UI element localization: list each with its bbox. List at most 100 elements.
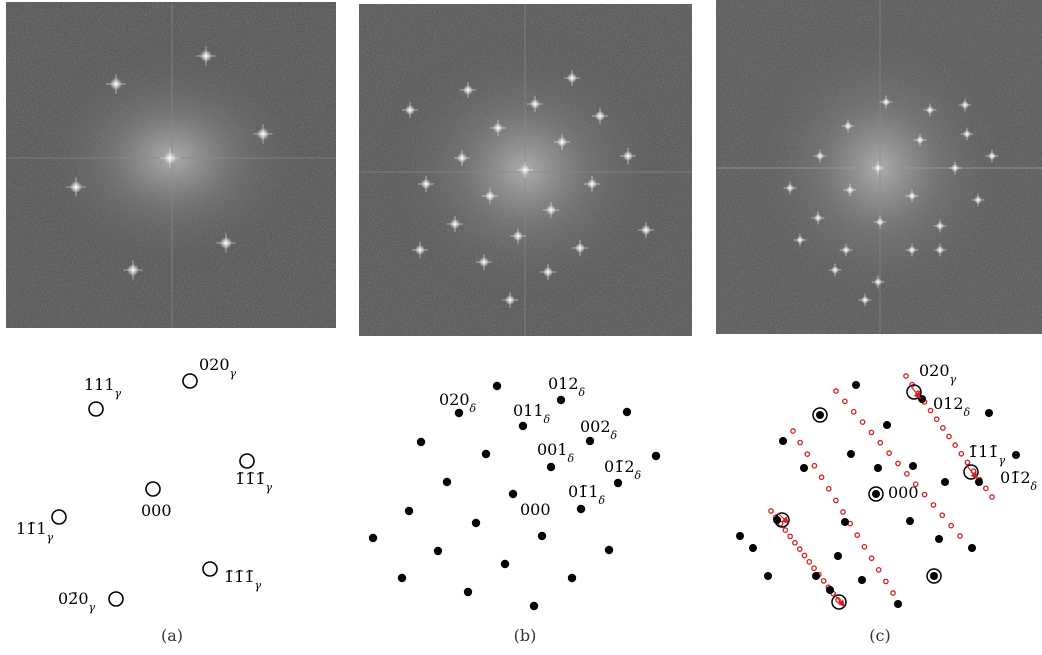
red-marker-c-6 [940, 425, 946, 431]
lattice-dot-b-6 [651, 451, 661, 461]
red-marker-c-41 [868, 555, 875, 562]
lattice-dot-b-7 [416, 437, 426, 447]
lattice-dot-c-6 [909, 462, 917, 470]
lattice-dot-c-27 [874, 464, 882, 472]
red-marker-c-4 [927, 407, 934, 414]
spot-a-020 [182, 373, 198, 389]
label-c-020: 020γ [919, 361, 957, 386]
lattice-dot-c-25 [894, 600, 902, 608]
lattice-dot-b-23 [463, 587, 473, 597]
fft-spots-a [66, 46, 273, 280]
red-marker-c-50 [792, 539, 798, 546]
red-marker-c-18 [859, 419, 866, 425]
fft-spots-c [783, 95, 999, 307]
lattice-dot-b-14 [404, 506, 414, 516]
red-marker-c-29 [957, 533, 963, 539]
red-marker-c-31 [797, 439, 803, 446]
red-marker-c-24 [912, 481, 919, 488]
red-marker-c-17 [850, 408, 857, 415]
red-marker-c-43 [883, 578, 889, 585]
red-marker-c-39 [854, 532, 861, 538]
lattice-dot-c-4 [779, 437, 787, 445]
lattice-dot-b-13 [576, 504, 586, 514]
lattice-dot-c-22 [764, 572, 772, 580]
lattice-dot-c-23 [858, 576, 866, 584]
lattice-dot-c-7 [985, 409, 993, 417]
lattice-dot-b-21 [567, 573, 577, 583]
red-marker-c-22 [895, 460, 901, 467]
lattice-dot-b-22 [397, 573, 407, 583]
red-marker-c-19 [868, 429, 875, 436]
red-marker-c-56 [820, 578, 827, 584]
label-b-020: 020δ [439, 390, 477, 415]
red-marker-c-44 [890, 590, 896, 596]
spot-a-111 [88, 401, 104, 417]
red-marker-c-28 [948, 522, 954, 529]
red-marker-c-37 [840, 509, 846, 515]
labels-a: 111γ 020γ 1̄1̄1̄γ 000 11̄1γ 1̄1̄1̄γ 02̄0… [16, 355, 273, 614]
red-marker-c-34 [818, 474, 825, 481]
lattice-dot-c-9 [800, 464, 808, 472]
label-c-000: 000 [888, 483, 919, 502]
spot-a-000 [145, 481, 161, 497]
red-marker-c-27 [939, 512, 946, 519]
label-b-0m11: 01̄1δ [568, 482, 606, 507]
red-marker-c-7 [946, 433, 952, 440]
lattice-dot-b-1 [556, 395, 566, 405]
spot-a-m1m1m1 [202, 561, 218, 577]
red-marker-c-13 [983, 485, 989, 492]
label-a-1m11: 11̄1γ [16, 519, 54, 544]
schematic-c-dots [736, 381, 1020, 608]
red-marker-c-32 [804, 451, 811, 457]
fft-image-a [6, 2, 336, 328]
label-c-m11m1: 1̄11̄γ [968, 442, 1006, 467]
lattice-dot-c-10 [872, 490, 880, 498]
lattice-dot-c-26 [968, 544, 976, 552]
label-a-111: 111γ [84, 375, 122, 400]
lattice-dot-b-3 [454, 408, 464, 418]
lattice-dot-b-2 [622, 407, 632, 417]
fft-image-b [359, 4, 692, 336]
red-marker-c-20 [877, 439, 884, 446]
lattice-dot-b-12 [508, 489, 518, 499]
lattice-dot-b-18 [368, 533, 378, 543]
red-marker-c-15 [833, 388, 839, 394]
red-marker-c-9 [958, 450, 965, 457]
red-marker-c-52 [801, 552, 808, 559]
lattice-dot-c-5 [847, 450, 855, 458]
lattice-dot-c-18 [935, 535, 943, 543]
lattice-dot-b-15 [471, 518, 481, 528]
label-b-000: 000 [520, 500, 551, 519]
red-marker-c-49 [787, 533, 793, 540]
red-marker-c-0 [903, 373, 909, 379]
lattice-dot-b-10 [613, 478, 623, 488]
label-a-020: 020γ [199, 355, 237, 380]
red-marker-c-21 [886, 450, 892, 456]
spot-a-1m11 [51, 509, 67, 525]
lattice-dot-c-15 [906, 517, 914, 525]
label-b-012: 012δ [548, 374, 586, 399]
fft-image-c [716, 0, 1042, 334]
label-a-m11m1: 1̄1̄1̄γ [235, 469, 273, 494]
ring-c-6 [926, 568, 942, 584]
lattice-dot-b-0 [492, 381, 502, 391]
lattice-dot-b-5 [585, 436, 595, 446]
fft-spots-b [402, 70, 654, 308]
red-marker-c-54 [811, 565, 817, 572]
red-marker-c-36 [833, 497, 839, 504]
lattice-dot-c-14 [841, 518, 849, 526]
lattice-dot-c-17 [834, 552, 842, 560]
red-marker-c-16 [842, 398, 848, 405]
schematic-c-arrows [777, 384, 978, 608]
red-marker-c-26 [930, 502, 937, 508]
label-b-0m12: 01̄2δ [604, 457, 642, 482]
lattice-dot-b-17 [604, 545, 614, 555]
lattice-dot-b-11 [442, 477, 452, 487]
lattice-dot-c-2 [883, 421, 891, 429]
label-a-000: 000 [141, 501, 172, 520]
red-marker-c-42 [875, 567, 882, 573]
caption-c: (c) [869, 626, 890, 645]
lattice-dot-b-24 [529, 601, 539, 611]
spot-a-m11m1 [239, 453, 255, 469]
